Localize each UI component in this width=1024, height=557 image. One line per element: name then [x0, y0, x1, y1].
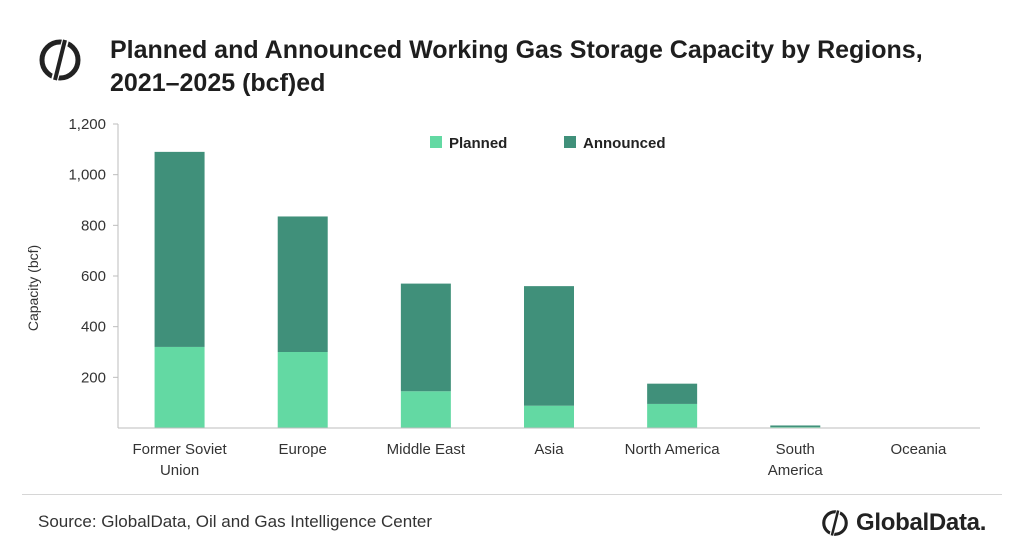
- x-axis: Former Soviet Union Europe Middle East Asia N…: [118, 427, 980, 479]
- bar-announced-north-america: [647, 383, 698, 404]
- x-tick-label: Europe: [279, 441, 327, 458]
- bar-announced-middle-east: [400, 283, 451, 392]
- bar-announced-europe: [277, 216, 328, 352]
- legend-swatch-announced: [564, 136, 576, 148]
- y-axis-label: Capacity (bcf): [25, 245, 41, 331]
- x-tick-label: South America: [768, 441, 824, 479]
- y-tick-label: 1,000: [68, 167, 106, 184]
- bar-planned-south-america: [770, 426, 821, 428]
- globaldata-logo-icon: [39, 37, 81, 83]
- x-tick-label: Asia: [534, 441, 564, 458]
- legend: Planned Announced: [430, 135, 666, 152]
- y-tick-label: 1,200: [68, 116, 106, 133]
- x-tick-label: Former Soviet Union: [132, 441, 227, 479]
- stacked-bar-chart: 200 400 600 800 1,000 1,200 Former Soviet Unio…: [25, 116, 980, 479]
- legend-label-planned: Planned: [449, 135, 507, 152]
- chart-title-line-2: 2021–2025 (bcf)ed: [110, 69, 326, 97]
- chart-title-line-1: Planned and Announced Working Gas Storag…: [110, 36, 923, 64]
- footer-divider: [22, 494, 1002, 495]
- legend-label-announced: Announced: [583, 135, 666, 152]
- bars: [154, 151, 821, 428]
- bar-announced-south-america: [770, 425, 821, 427]
- source-note: Source: GlobalData, Oil and Gas Intellig…: [38, 512, 433, 531]
- bar-announced-asia: [524, 286, 574, 406]
- bar-planned-asia: [524, 405, 574, 428]
- y-tick-label: 600: [81, 268, 106, 285]
- y-tick-label: 400: [81, 319, 106, 336]
- bar-planned-north-america: [647, 403, 698, 428]
- brand-logo-icon: [822, 508, 848, 538]
- x-tick-label: North America: [625, 441, 721, 458]
- bar-planned-europe: [277, 352, 328, 428]
- y-tick-label: 800: [81, 217, 106, 234]
- y-axis: 200 400 600 800 1,000 1,200: [68, 116, 119, 428]
- x-tick-label: Middle East: [387, 441, 466, 458]
- brand-name: GlobalData.: [856, 509, 987, 536]
- bar-planned-former-soviet-union: [154, 346, 205, 428]
- y-tick-label: 200: [81, 369, 106, 386]
- bar-announced-former-soviet-union: [154, 151, 205, 347]
- chart-title: Planned and Announced Working Gas Storag…: [110, 34, 990, 100]
- legend-swatch-planned: [430, 136, 442, 148]
- x-tick-label: Oceania: [890, 441, 947, 458]
- bar-planned-middle-east: [400, 391, 451, 428]
- brand-logo: GlobalData.: [820, 505, 986, 541]
